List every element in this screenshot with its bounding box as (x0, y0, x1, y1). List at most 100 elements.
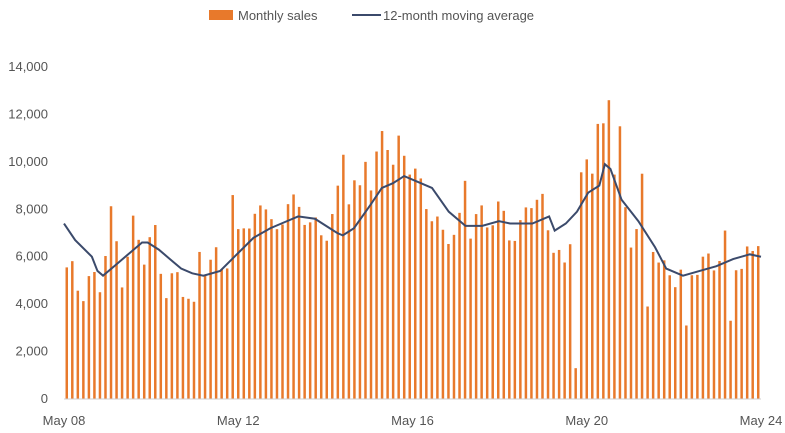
monthly-sales-bar (519, 220, 522, 399)
monthly-sales-bar (585, 159, 588, 399)
y-tick-label: 2,000 (15, 344, 48, 359)
x-tick-label: May 20 (565, 413, 608, 428)
monthly-sales-bar (259, 205, 262, 399)
y-tick-label: 8,000 (15, 201, 48, 216)
monthly-sales-bar (131, 215, 135, 399)
monthly-sales-bar (552, 252, 555, 399)
y-tick-label: 12,000 (8, 106, 48, 121)
monthly-sales-bar (718, 261, 721, 399)
monthly-sales-bar (148, 237, 151, 399)
monthly-sales-bar (458, 212, 461, 399)
monthly-sales-bar (325, 240, 328, 399)
monthly-sales-bar (181, 296, 185, 399)
monthly-sales-bar (607, 100, 611, 399)
monthly-sales-bar (342, 154, 345, 399)
monthly-sales-bar (242, 228, 246, 399)
monthly-sales-bar (225, 268, 229, 399)
monthly-sales-bar (524, 207, 528, 399)
monthly-sales-bar (115, 241, 118, 399)
y-tick-label: 4,000 (15, 296, 48, 311)
legend-line-label: 12-month moving average (383, 8, 534, 23)
legend: Monthly sales 12-month moving average (209, 8, 534, 23)
monthly-sales-bar (270, 219, 273, 399)
monthly-sales-bar (419, 178, 423, 399)
monthly-sales-bar (126, 256, 129, 399)
monthly-sales-bar (98, 292, 102, 399)
monthly-sales-bar (685, 325, 688, 399)
monthly-sales-bar (176, 272, 179, 399)
monthly-sales-bar (662, 260, 666, 399)
monthly-sales-bar (707, 253, 710, 399)
monthly-sales-bar (502, 210, 506, 399)
monthly-sales-bar (253, 213, 257, 399)
monthly-sales-bar (391, 164, 395, 399)
monthly-sales-bar (303, 224, 306, 399)
monthly-sales-bar (104, 256, 107, 399)
monthly-sales-bar (668, 275, 671, 399)
x-tick-label: May 08 (43, 413, 86, 428)
monthly-sales-bar (237, 229, 240, 399)
monthly-sales-bar (657, 262, 660, 399)
monthly-sales-bar (82, 301, 85, 399)
monthly-sales-bar (109, 206, 113, 399)
monthly-sales-bar (546, 230, 550, 399)
monthly-sales-bar (292, 194, 295, 399)
x-tick-label: May 24 (740, 413, 783, 428)
monthly-sales-bar (602, 123, 605, 399)
monthly-sales-bar (87, 276, 91, 399)
monthly-sales-bar (286, 204, 290, 399)
monthly-sales-bar (281, 224, 284, 399)
monthly-sales-bar (369, 190, 373, 399)
monthly-sales-bar (646, 306, 649, 399)
monthly-sales-bar (297, 206, 301, 399)
monthly-sales-bar (120, 287, 124, 399)
monthly-sales-bar (192, 301, 196, 399)
monthly-sales-bar (579, 172, 583, 399)
monthly-sales-bar (198, 251, 201, 399)
monthly-sales-bar (535, 199, 539, 399)
monthly-sales-bar (674, 287, 677, 399)
monthly-sales-bar (386, 150, 389, 399)
monthly-sales-bar (679, 269, 683, 399)
monthly-sales-bar (264, 209, 268, 399)
monthly-sales-bar (745, 246, 749, 399)
monthly-sales-bar (740, 268, 743, 399)
bar-series (65, 100, 760, 400)
monthly-sales-bar (402, 155, 406, 399)
monthly-sales-bar (469, 238, 472, 399)
monthly-sales-bar (203, 274, 207, 399)
monthly-sales-bar (93, 272, 96, 399)
monthly-sales-bar (701, 256, 705, 399)
monthly-sales-bar (690, 275, 694, 399)
y-tick-label: 6,000 (15, 249, 48, 264)
monthly-sales-bar (491, 225, 494, 399)
monthly-sales-bar (397, 135, 400, 400)
monthly-sales-bar (624, 207, 627, 399)
monthly-sales-bar (613, 174, 616, 399)
monthly-sales-bar (76, 290, 80, 399)
monthly-sales-bar (651, 251, 655, 399)
monthly-sales-bar (358, 185, 362, 399)
monthly-sales-bar (729, 320, 732, 399)
monthly-sales-bar (65, 267, 69, 399)
y-tick-label: 14,000 (8, 59, 48, 74)
monthly-sales-bar (170, 273, 174, 399)
monthly-sales-bar (336, 185, 340, 399)
monthly-sales-bar (568, 244, 572, 399)
monthly-sales-bar (380, 131, 384, 399)
monthly-sales-bar (159, 273, 163, 399)
x-tick-label: May 16 (391, 413, 434, 428)
monthly-sales-bar (319, 235, 323, 399)
monthly-sales-bar (574, 368, 577, 399)
monthly-sales-bar (474, 214, 478, 399)
monthly-sales-bar (485, 227, 489, 399)
monthly-sales-bar (331, 214, 334, 399)
monthly-sales-bar (751, 251, 754, 399)
monthly-sales-bar (480, 205, 483, 399)
monthly-sales-bar (364, 161, 367, 399)
monthly-sales-bar (165, 298, 168, 399)
monthly-sales-bar (436, 216, 439, 399)
x-tick-label: May 12 (217, 413, 260, 428)
monthly-sales-bar (142, 264, 146, 399)
